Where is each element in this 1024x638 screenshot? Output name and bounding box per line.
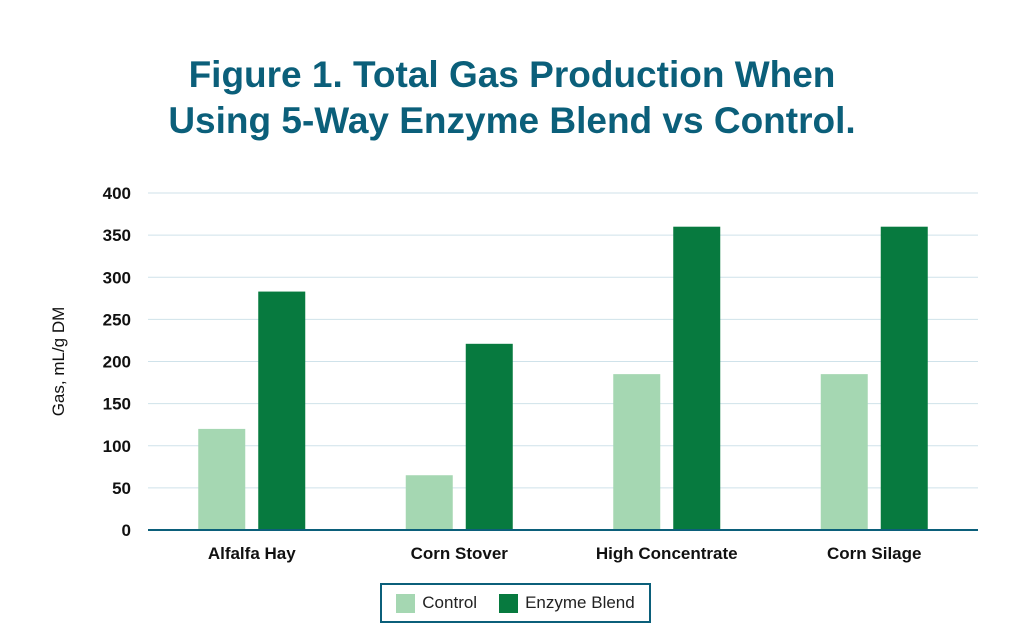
y-tick-label: 350 [103, 226, 131, 245]
chart-legend: Control Enzyme Blend [380, 583, 651, 623]
y-tick-label: 0 [122, 521, 131, 540]
bars [198, 226, 928, 530]
bar-control [198, 428, 246, 530]
legend-item-enzyme-blend: Enzyme Blend [499, 593, 635, 613]
x-tick-label: High Concentrate [596, 544, 738, 563]
y-tick-label: 200 [103, 353, 131, 372]
legend-swatch-control [396, 593, 416, 613]
labels: 0 50 100 150 200 250 300 350 400 Alfalfa Hay Corn … [49, 184, 921, 563]
y-tick-label: 100 [103, 437, 131, 456]
x-tick-label: Corn Silage [827, 544, 921, 563]
bar-control [405, 475, 453, 530]
y-tick-label: 250 [103, 310, 131, 329]
y-axis-label: Gas, mL/g DM [49, 307, 68, 417]
y-tick-label: 400 [103, 184, 131, 203]
bar-enzyme-blend [465, 343, 513, 530]
bar-enzyme-blend [258, 291, 306, 530]
chart-title-line-2: Using 5-Way Enzyme Blend vs Control. [168, 100, 856, 141]
y-tick-label: 150 [103, 395, 131, 414]
y-tick-label: 300 [103, 268, 131, 287]
legend-item-control: Control [396, 593, 477, 613]
legend-label-enzyme-blend: Enzyme Blend [525, 593, 635, 612]
legend-label-control: Control [422, 593, 478, 612]
chart-title: Figure 1. Total Gas Production When Usin… [0, 52, 1024, 144]
bar-control [820, 374, 868, 530]
y-tick-label: 50 [112, 479, 131, 498]
bar-enzyme-blend [880, 226, 928, 530]
legend-swatch-enzyme-blend [499, 593, 519, 613]
x-tick-label: Alfalfa Hay [208, 544, 296, 563]
bar-control [613, 374, 661, 530]
x-tick-label: Corn Stover [411, 544, 509, 563]
bar-enzyme-blend [673, 226, 721, 530]
chart-title-line-1: Figure 1. Total Gas Production When [188, 54, 836, 95]
